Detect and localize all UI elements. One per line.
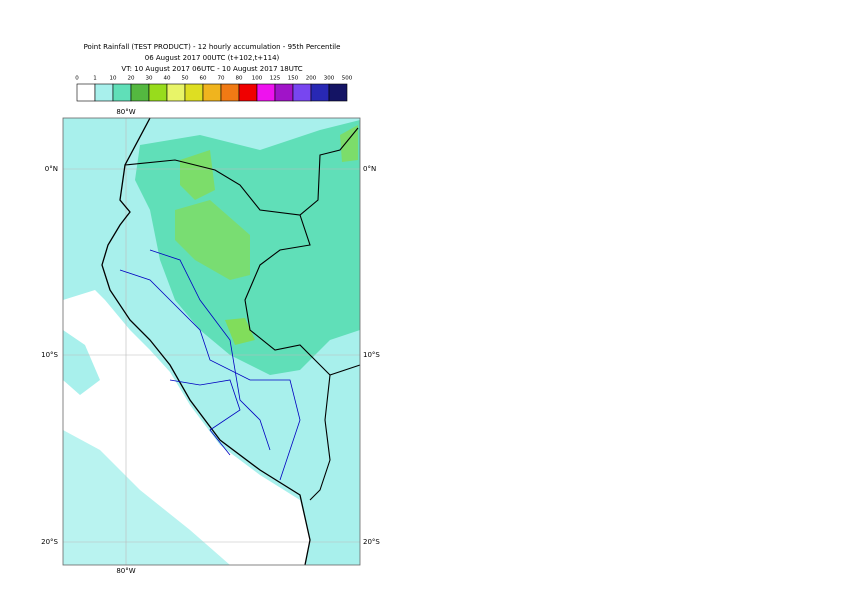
- legend-box: [166, 83, 186, 102]
- legend-label: 30: [146, 76, 153, 82]
- legend-label: 200: [306, 76, 317, 82]
- ocean-rain: [63, 330, 100, 395]
- legend-label: 60: [200, 76, 207, 82]
- border: [309, 374, 331, 501]
- legend-label: 0: [75, 76, 79, 82]
- region-border: [149, 249, 271, 451]
- legend-box: [274, 83, 294, 102]
- legend-label: 500: [342, 76, 353, 82]
- map-frame: [62, 117, 361, 566]
- legend-box: [292, 83, 312, 102]
- legend-box: [148, 83, 168, 102]
- border: [124, 127, 359, 216]
- legend-box: [76, 83, 96, 102]
- region-border: [169, 379, 241, 456]
- border: [244, 214, 361, 376]
- lon-label: 80°W: [116, 108, 135, 116]
- map: 80°W 80°W: [62, 108, 361, 575]
- legend-box: [130, 83, 150, 102]
- lat-label: 0°N: [363, 165, 376, 173]
- lat-label: 20°S: [41, 538, 58, 546]
- legend-label: 150: [288, 76, 299, 82]
- legend-box: [220, 83, 240, 102]
- legend-box: [202, 83, 222, 102]
- legend-label: 20: [128, 76, 135, 82]
- legend-box: [184, 83, 204, 102]
- lat-label: 20°S: [363, 538, 380, 546]
- legend-box: [328, 83, 348, 102]
- legend-box: [94, 83, 114, 102]
- legend-label: 300: [324, 76, 335, 82]
- legend-box: [256, 83, 276, 102]
- lat-label: 10°S: [363, 351, 380, 359]
- legend-label: 50: [182, 76, 189, 82]
- title: Point Rainfall (TEST PRODUCT) - 12 hourl…: [84, 43, 341, 51]
- rain-20: [225, 318, 255, 345]
- lat-label: 10°S: [41, 351, 58, 359]
- rain-20: [180, 150, 215, 200]
- lat-label: 0°N: [45, 165, 58, 173]
- legend-label: 80: [236, 76, 243, 82]
- coastline: [101, 117, 311, 566]
- lon-label: 80°W: [116, 567, 135, 575]
- valid-time: VT: 10 August 2017 06UTC - 10 August 201…: [121, 65, 302, 73]
- legend-label: 1: [93, 76, 97, 82]
- legend-label: 100: [252, 76, 263, 82]
- base-time: 06 August 2017 00UTC (t+102,t+114): [145, 54, 280, 62]
- legend-label: 125: [270, 76, 281, 82]
- rain-20: [175, 200, 250, 280]
- legend-box: [310, 83, 330, 102]
- ocean-rain: [63, 430, 230, 565]
- legend-label: 70: [218, 76, 225, 82]
- region-border: [119, 269, 301, 481]
- legend-box: [112, 83, 132, 102]
- legend-box: [238, 83, 258, 102]
- legend-label: 10: [110, 76, 117, 82]
- legend-label: 40: [164, 76, 171, 82]
